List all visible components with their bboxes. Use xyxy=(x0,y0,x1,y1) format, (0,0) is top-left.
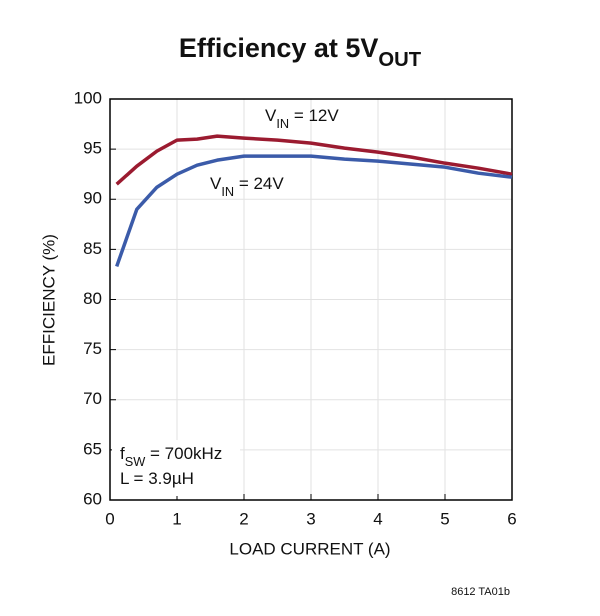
y-tick-label: 80 xyxy=(83,289,102,308)
y-tick-label: 90 xyxy=(83,189,102,208)
subscript: SW xyxy=(125,454,146,469)
subscript: OUT xyxy=(378,49,421,71)
text-part: Efficiency at 5V xyxy=(179,33,379,63)
y-axis-label: EFFICIENCY (%) xyxy=(39,234,58,366)
annotation: L = 3.9µH xyxy=(120,469,194,488)
series-line xyxy=(115,134,513,186)
text-part: V xyxy=(265,106,277,125)
x-tick-label: 6 xyxy=(507,509,516,528)
subscript: IN xyxy=(276,116,289,131)
y-tick-label: 75 xyxy=(83,339,102,358)
x-tick-label: 1 xyxy=(172,509,181,528)
series-label: VIN = 24V xyxy=(210,174,284,198)
y-tick-label: 65 xyxy=(83,439,102,458)
subscript: IN xyxy=(221,184,234,199)
chart-title: Efficiency at 5VOUT xyxy=(179,33,422,71)
text-part: V xyxy=(210,174,222,193)
text-part: = 24V xyxy=(234,174,284,193)
x-tick-label: 0 xyxy=(105,509,114,528)
y-tick-label: 60 xyxy=(83,489,102,508)
plot-frame xyxy=(109,98,513,501)
footnote: 8612 TA01b xyxy=(451,586,510,598)
text-part: = 700kHz xyxy=(145,444,222,463)
y-tick-label: 95 xyxy=(83,139,102,158)
y-tick-label: 100 xyxy=(74,88,102,107)
text-part: = 12V xyxy=(289,106,339,125)
x-tick-label: 5 xyxy=(440,509,449,528)
series-label: VIN = 12V xyxy=(265,106,339,130)
text-part: L = 3.9µH xyxy=(120,469,194,488)
x-tick-label: 3 xyxy=(306,509,315,528)
x-tick-label: 4 xyxy=(373,509,382,528)
x-tick-label: 2 xyxy=(239,509,248,528)
series-line xyxy=(115,154,513,267)
y-tick-label: 85 xyxy=(83,239,102,258)
text-part: f xyxy=(120,444,125,463)
annotation: fSW = 700kHz xyxy=(120,444,222,468)
y-tick-label: 70 xyxy=(83,389,102,408)
annotation-box xyxy=(112,440,240,496)
x-axis-label: LOAD CURRENT (A) xyxy=(229,539,390,558)
